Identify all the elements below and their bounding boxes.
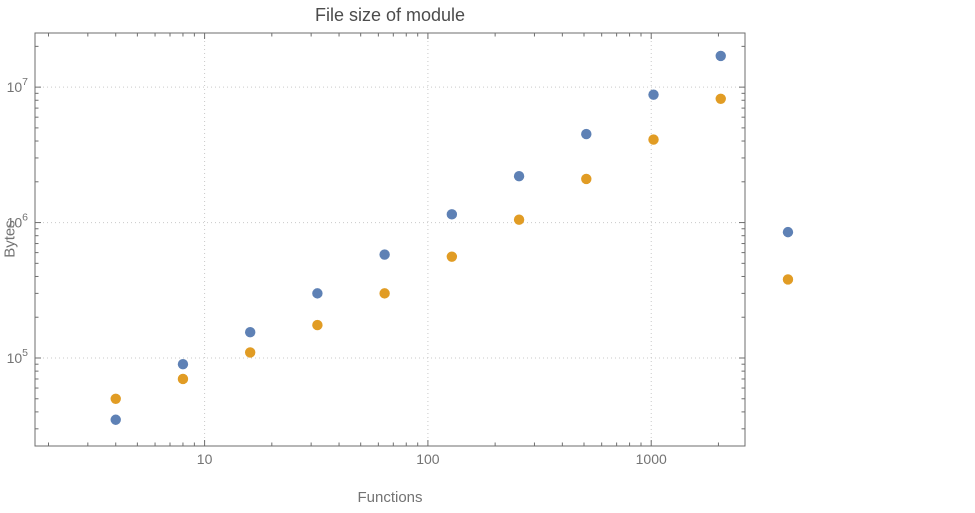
data-point-series-1-blue [379, 249, 390, 260]
y-tick-label: 107 [7, 76, 29, 95]
data-point-series-2-orange [648, 134, 659, 145]
data-point-series-1-blue [648, 89, 659, 100]
data-point-series-1-blue [110, 414, 121, 425]
data-point-series-1-blue [513, 170, 525, 182]
plot-frame [34, 32, 746, 447]
data-point-series-2-orange [513, 214, 525, 225]
data-point-series-1-blue [782, 226, 794, 238]
x-tick-label: 100 [416, 451, 440, 467]
data-point-series-2-orange [715, 93, 726, 105]
data-point-series-1-blue [446, 209, 458, 220]
y-axis-label: Bytes [1, 220, 19, 258]
data-point-series-1-blue [312, 288, 323, 299]
data-point-series-1-blue [581, 128, 592, 140]
x-tick-label: 10 [197, 451, 213, 467]
data-point-series-2-orange [177, 373, 189, 385]
data-point-series-2-orange [782, 274, 794, 285]
data-point-series-1-blue [244, 327, 256, 338]
data-point-series-2-orange [244, 347, 256, 358]
data-point-series-2-orange [581, 173, 592, 185]
y-tick-label: 105 [7, 347, 29, 366]
data-point-series-2-orange [446, 251, 458, 262]
data-point-series-2-orange [312, 319, 323, 331]
chart-title: File size of module [314, 5, 466, 25]
data-point-series-1-blue [177, 358, 189, 370]
data-point-series-2-orange [379, 288, 390, 299]
x-axis-label: Functions [357, 489, 423, 506]
y-tick-label: 106 [7, 212, 29, 231]
data-point-series-2-orange [110, 393, 121, 404]
x-tick-label: 1000 [636, 451, 667, 467]
data-point-series-1-blue [715, 50, 726, 62]
